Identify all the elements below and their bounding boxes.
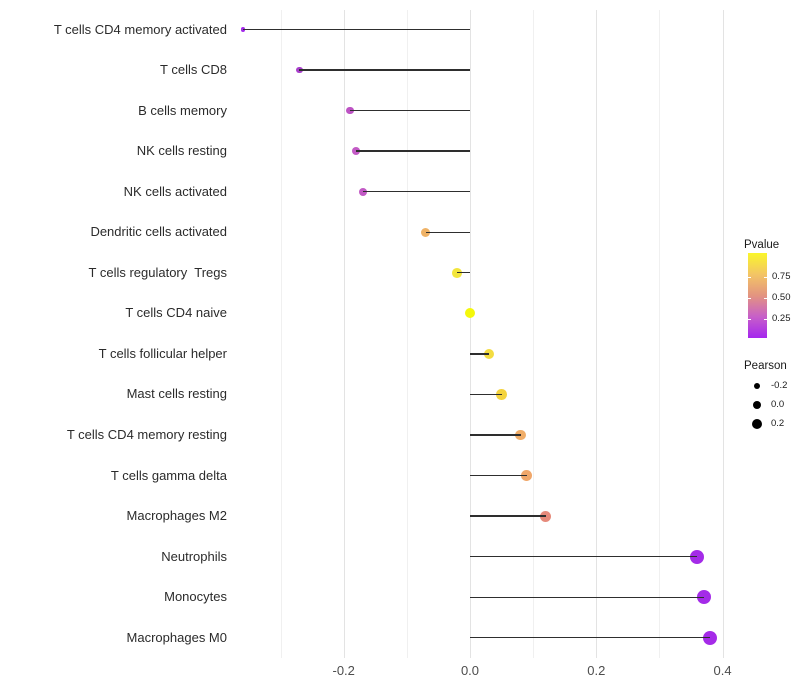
category-label: T cells CD8 — [160, 62, 227, 78]
pvalue-tick-mark — [748, 319, 751, 320]
category-label: T cells CD4 naive — [125, 305, 227, 321]
pvalue-tick-mark — [748, 298, 751, 299]
category-label: T cells CD4 memory resting — [66, 427, 227, 442]
lollipop-stem — [470, 637, 710, 639]
pearson-legend-title: Pearson — [744, 360, 787, 372]
category-label: Mast cells resting — [126, 386, 227, 402]
major-gridline — [470, 10, 471, 658]
pvalue-gradient-bar — [748, 253, 767, 338]
lollipop-stem — [470, 555, 698, 558]
x-axis-tick-label: 0.4 — [713, 663, 732, 678]
pearson-size-label: -0.2 — [771, 380, 788, 391]
lollipop-stem — [242, 28, 470, 31]
x-axis-tick-label: -0.2 — [332, 663, 355, 678]
pearson-size-dot — [752, 419, 762, 429]
lollipop-dot — [496, 389, 507, 400]
lollipop-stem — [470, 474, 527, 477]
lollipop-stem — [470, 393, 502, 396]
lollipop-dot — [696, 590, 711, 605]
minor-gridline — [533, 10, 535, 658]
category-label: Dendritic cells activated — [90, 224, 227, 240]
minor-gridline — [659, 10, 661, 658]
lollipop-dot — [483, 348, 495, 359]
lollipop-stem — [470, 434, 521, 436]
x-axis-tick-label: 0.0 — [460, 663, 480, 678]
category-label: Macrophages M2 — [126, 508, 227, 524]
category-label: Macrophages M0 — [126, 629, 227, 645]
category-label: T cells gamma delta — [110, 467, 227, 483]
lollipop-dot — [540, 510, 552, 522]
category-label: T cells CD4 memory activated — [53, 21, 227, 37]
x-axis-tick-label: 0.2 — [587, 663, 606, 678]
category-label: T cells regulatory Tregs — [88, 264, 227, 280]
category-label: NK cells resting — [136, 143, 227, 159]
major-gridline — [343, 10, 345, 658]
lollipop-stem — [457, 272, 470, 274]
category-label: NK cells activated — [123, 183, 227, 199]
pearson-size-label: 0.0 — [771, 399, 785, 410]
major-gridline — [722, 10, 724, 658]
pvalue-tick-mark — [764, 298, 767, 299]
category-label: Monocytes — [164, 589, 227, 605]
pvalue-tick-label: 0.25 — [772, 313, 791, 324]
minor-gridline — [406, 10, 408, 658]
category-label: Neutrophils — [161, 548, 227, 564]
lollipop-dot — [465, 308, 475, 319]
lollipop-dot — [690, 549, 705, 564]
pvalue-tick-mark — [748, 277, 751, 278]
lollipop-stem — [356, 150, 470, 152]
lollipop-dot — [240, 27, 245, 32]
pvalue-tick-label: 0.50 — [772, 292, 791, 303]
category-label: B cells memory — [138, 102, 227, 118]
lollipop-stem — [350, 109, 470, 112]
lollipop-stem — [362, 191, 470, 193]
category-label: T cells follicular helper — [98, 345, 227, 361]
lollipop-stem — [470, 353, 489, 355]
lollipop-stem — [425, 231, 470, 233]
pvalue-tick-mark — [764, 319, 767, 320]
minor-gridline — [280, 10, 282, 658]
pvalue-legend-title: Pvalue — [744, 239, 780, 251]
pvalue-tick-mark — [764, 277, 767, 278]
lollipop-dot — [358, 187, 367, 196]
lollipop-stem — [470, 515, 546, 517]
pearson-size-dot — [752, 400, 762, 410]
pearson-size-label: 0.2 — [771, 418, 785, 429]
major-gridline — [596, 10, 598, 658]
lollipop-stem — [299, 69, 470, 71]
pearson-size-dot — [753, 382, 761, 390]
lollipop-stem — [470, 596, 704, 598]
pvalue-tick-label: 0.75 — [772, 271, 791, 282]
